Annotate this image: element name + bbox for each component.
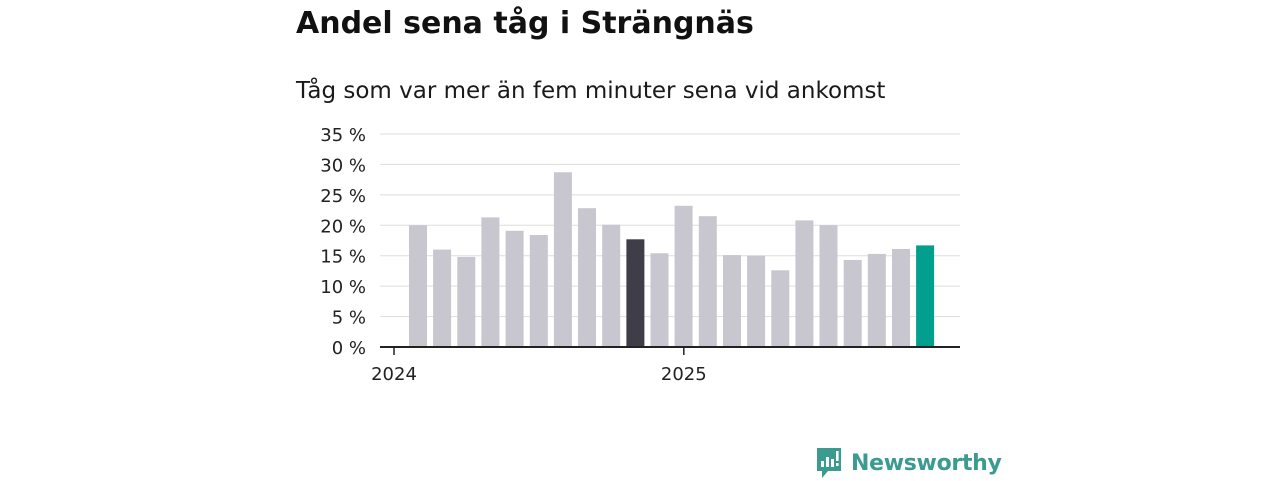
y-tick-label: 20 % [320, 216, 366, 237]
y-tick-label: 25 % [320, 186, 366, 207]
bar [771, 270, 790, 347]
bar [578, 208, 596, 347]
y-tick-label: 35 % [320, 125, 366, 146]
bar [626, 239, 645, 347]
chart-subtitle: Tåg som var mer än fem minuter sena vid … [296, 78, 886, 104]
y-axis-labels: 0 % 5 % 10 % 15 % 20 % 25 % 30 % 35 % [320, 125, 366, 359]
bar [457, 256, 476, 347]
y-tick-label: 0 % [332, 338, 366, 359]
x-axis: 2024 2025 [371, 346, 960, 385]
bar [602, 224, 621, 347]
y-tick-label: 30 % [320, 155, 366, 176]
bar [409, 225, 427, 347]
bar [674, 205, 693, 347]
chart-title: Andel sena tåg i Strängnäs [296, 6, 754, 41]
x-tick-label: 2024 [371, 364, 417, 385]
bar [916, 245, 935, 347]
bar [892, 249, 910, 347]
bar [481, 217, 500, 347]
y-tick-label: 15 % [320, 247, 366, 268]
bars [409, 172, 935, 347]
bar [867, 253, 886, 347]
x-tick-label: 2025 [661, 364, 707, 385]
bar [819, 225, 838, 347]
bar [843, 260, 862, 347]
bar [795, 220, 814, 347]
bar [747, 255, 766, 347]
bar [505, 230, 524, 347]
y-tick-label: 10 % [320, 277, 366, 298]
grid-lines [380, 133, 960, 318]
bar [698, 216, 717, 347]
bar [650, 253, 669, 347]
bar [433, 249, 452, 347]
bar [529, 235, 548, 347]
bar [553, 172, 572, 347]
newsworthy-logo: Newsworthy [815, 445, 1002, 481]
bar [723, 255, 741, 347]
newsworthy-logo-text: Newsworthy [851, 450, 1002, 476]
newsworthy-logo-icon [817, 448, 841, 478]
y-tick-label: 5 % [332, 308, 366, 329]
